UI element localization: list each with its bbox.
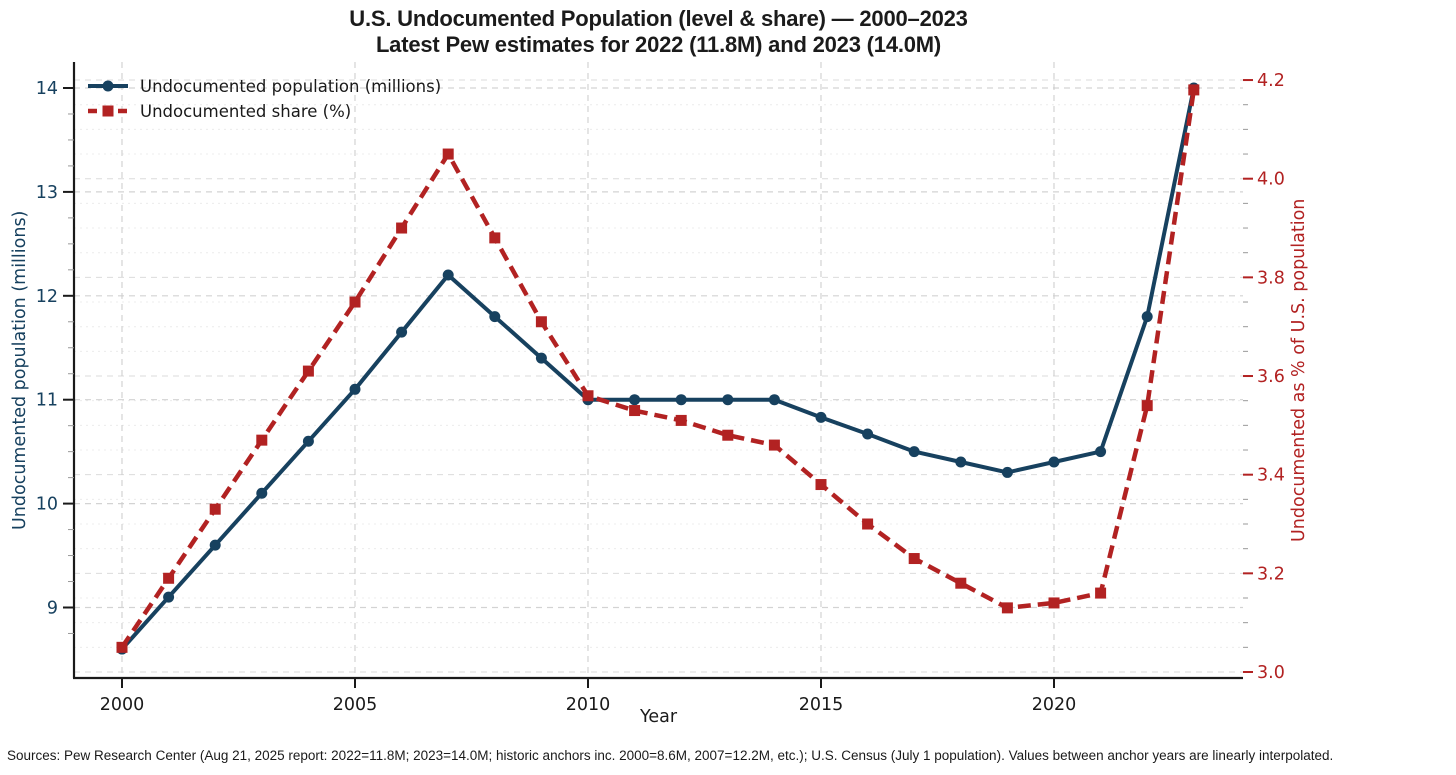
tick-label-left-12: 12 bbox=[36, 287, 58, 307]
population-marker-2004 bbox=[302, 435, 314, 447]
share-line bbox=[120, 89, 1197, 649]
share-marker-2003 bbox=[256, 434, 268, 446]
share-marker-2017 bbox=[908, 553, 920, 565]
population-marker-2013 bbox=[722, 394, 734, 406]
tick-label-right-3.4: 3.4 bbox=[1257, 466, 1285, 486]
population-marker-2019 bbox=[1001, 466, 1013, 478]
share-marker-2002 bbox=[209, 503, 221, 515]
chart-subtitle: Latest Pew estimates for 2022 (11.8M) an… bbox=[375, 32, 942, 57]
share-marker-2000 bbox=[116, 641, 128, 653]
share-marker-2022 bbox=[1141, 400, 1153, 412]
population-line bbox=[120, 86, 1196, 652]
population-marker-2001 bbox=[163, 591, 175, 603]
tick-label-left-13: 13 bbox=[36, 183, 58, 203]
share-marker-2018 bbox=[955, 577, 967, 589]
population-marker-2007 bbox=[442, 269, 454, 281]
tick-label-right-3.8: 3.8 bbox=[1257, 268, 1285, 288]
tick-label-x-2010: 2010 bbox=[566, 695, 611, 715]
legend-line-circle-icon bbox=[88, 80, 128, 92]
share-marker-2015 bbox=[815, 479, 827, 491]
share-marker-2020 bbox=[1048, 597, 1060, 609]
tick-label-left-10: 10 bbox=[36, 495, 58, 515]
share-marker-2004 bbox=[302, 365, 314, 377]
population-marker-2012 bbox=[675, 394, 687, 406]
tick-label-x-2020: 2020 bbox=[1032, 695, 1077, 715]
tick-label-x-2005: 2005 bbox=[333, 695, 378, 715]
share-marker-2013 bbox=[722, 429, 734, 441]
tick-label-x-2015: 2015 bbox=[799, 695, 844, 715]
population-marker-2022 bbox=[1141, 311, 1153, 323]
legend-item-share: Undocumented share (%) bbox=[86, 99, 441, 123]
population-marker-2014 bbox=[768, 394, 780, 406]
share-marker-2011 bbox=[629, 405, 641, 417]
tick-label-left-11: 11 bbox=[36, 391, 58, 411]
tick-label-left-14: 14 bbox=[36, 79, 58, 99]
share-marker-2012 bbox=[675, 414, 687, 426]
legend: Undocumented population (millions) Undoc… bbox=[86, 74, 441, 123]
population-marker-2020 bbox=[1048, 456, 1060, 468]
legend-label-population: Undocumented population (millions) bbox=[140, 76, 442, 96]
legend-dashed-square-icon bbox=[88, 105, 128, 117]
population-marker-2008 bbox=[489, 311, 501, 323]
population-marker-2009 bbox=[535, 352, 547, 364]
tick-label-right-3.6: 3.6 bbox=[1257, 367, 1285, 387]
population-marker-2021 bbox=[1095, 446, 1107, 458]
share-marker-2016 bbox=[862, 518, 874, 530]
population-marker-2006 bbox=[396, 326, 408, 338]
legend-item-population: Undocumented population (millions) bbox=[86, 74, 441, 98]
y-axis-label-right: Undocumented as % of U.S. population bbox=[1289, 198, 1309, 542]
share-marker-2021 bbox=[1095, 587, 1107, 599]
population-marker-2011 bbox=[629, 394, 641, 406]
population-marker-2017 bbox=[908, 446, 920, 458]
population-marker-2018 bbox=[955, 456, 967, 468]
population-marker-2003 bbox=[256, 487, 268, 499]
legend-label-share: Undocumented share (%) bbox=[140, 101, 352, 121]
share-marker-2009 bbox=[535, 316, 547, 328]
population-marker-2002 bbox=[209, 539, 221, 551]
tick-label-right-3: 3.0 bbox=[1257, 663, 1285, 683]
population-marker-2016 bbox=[862, 428, 874, 440]
tick-label-right-3.2: 3.2 bbox=[1257, 564, 1285, 584]
y-axis-label-left: Undocumented population (millions) bbox=[10, 210, 30, 530]
share-marker-2008 bbox=[489, 232, 501, 244]
share-marker-2005 bbox=[349, 296, 361, 308]
share-marker-2007 bbox=[442, 148, 454, 160]
population-marker-2005 bbox=[349, 383, 361, 395]
tick-label-left-9: 9 bbox=[47, 599, 58, 619]
chart-title: U.S. Undocumented Population (level & sh… bbox=[349, 6, 968, 31]
x-axis-label: Year bbox=[639, 707, 678, 727]
source-note: Sources: Pew Research Center (Aug 21, 20… bbox=[7, 748, 1334, 763]
share-marker-2006 bbox=[396, 222, 408, 234]
tick-label-x-2000: 2000 bbox=[100, 695, 145, 715]
share-marker-2010 bbox=[582, 390, 594, 402]
population-marker-2015 bbox=[815, 411, 827, 423]
share-marker-2019 bbox=[1001, 602, 1013, 614]
share-marker-2023 bbox=[1188, 84, 1200, 96]
tick-label-right-4: 4.0 bbox=[1257, 170, 1285, 190]
share-marker-2001 bbox=[163, 572, 175, 584]
tick-label-right-4.2: 4.2 bbox=[1257, 71, 1285, 91]
share-marker-2014 bbox=[768, 439, 780, 451]
